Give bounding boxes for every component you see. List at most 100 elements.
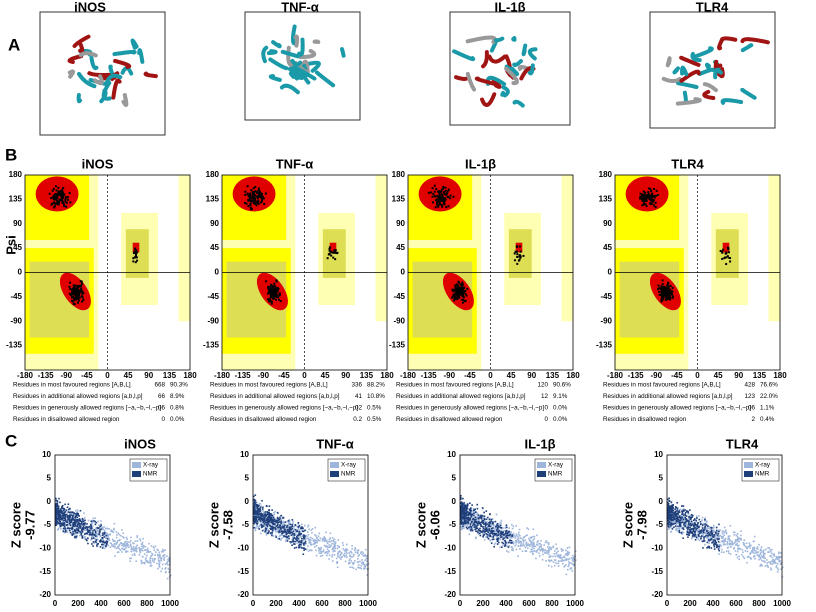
xray-point xyxy=(350,555,352,557)
xray-point xyxy=(770,551,772,553)
residue xyxy=(78,299,80,301)
xray-point xyxy=(346,552,348,554)
xray-point xyxy=(327,553,329,555)
nmr-point xyxy=(262,530,264,532)
nmr-point xyxy=(484,526,486,528)
x-tick-label: -45 xyxy=(464,371,476,380)
residue xyxy=(665,299,667,301)
y-axis-label: Z score xyxy=(206,502,221,548)
y-tick-label: -20 xyxy=(39,590,51,599)
nmr-point xyxy=(493,538,495,540)
residue xyxy=(516,253,518,255)
residue xyxy=(668,289,670,291)
xray-point xyxy=(357,558,359,560)
xray-point xyxy=(161,568,163,570)
nmr-point xyxy=(256,507,258,509)
xray-point xyxy=(97,521,99,523)
residue xyxy=(258,188,260,190)
residue xyxy=(640,197,642,199)
nmr-point xyxy=(478,521,480,523)
xray-point xyxy=(320,548,322,550)
nmr-point xyxy=(272,526,274,528)
xray-point xyxy=(358,564,360,566)
y-tick-label: -90 xyxy=(600,316,612,325)
x-tick-label: 800 xyxy=(140,599,154,608)
residue xyxy=(657,285,659,287)
xray-point xyxy=(572,555,574,557)
y-axis-label: Psi xyxy=(3,235,18,255)
xray-point xyxy=(467,525,469,527)
xray-point xyxy=(708,542,710,544)
stat-percent: 88.2% xyxy=(367,382,385,389)
xray-point xyxy=(266,533,268,535)
xray-point xyxy=(536,544,538,546)
xray-point xyxy=(91,536,93,538)
xray-point xyxy=(516,549,518,551)
stat-percent: 10.8% xyxy=(367,393,385,400)
xray-point xyxy=(273,512,275,514)
xray-point xyxy=(542,554,544,556)
nmr-point xyxy=(258,512,260,514)
xray-point xyxy=(753,550,755,552)
residue xyxy=(516,245,518,247)
y-tick-label: 10 xyxy=(240,450,249,459)
residue xyxy=(250,189,252,191)
nmr-point xyxy=(86,533,88,535)
xray-point xyxy=(472,526,474,528)
xray-point xyxy=(342,542,344,544)
xray-point xyxy=(753,548,755,550)
ribbon xyxy=(513,38,514,40)
xray-point xyxy=(296,542,298,544)
x-tick-label: -135 xyxy=(235,371,252,380)
nmr-point xyxy=(501,534,503,536)
nmr-point xyxy=(253,527,255,529)
plot-title: TNF-α xyxy=(316,436,354,451)
nmr-point xyxy=(465,521,467,523)
nmr-point xyxy=(60,508,62,510)
residue xyxy=(329,253,331,255)
nmr-point xyxy=(296,536,298,538)
xray-point xyxy=(141,549,143,551)
zscore-plot: TNF-α020040060080010001050-5-10-15-20Z s… xyxy=(206,436,377,608)
residue xyxy=(75,294,77,296)
xray-point xyxy=(554,565,556,567)
xray-point xyxy=(760,552,762,554)
nmr-point xyxy=(76,512,78,514)
nmr-point xyxy=(302,530,304,532)
xray-point xyxy=(337,555,339,557)
x-tick-label: 180 xyxy=(566,371,580,380)
nmr-point xyxy=(473,512,475,514)
nmr-point xyxy=(69,530,71,532)
xray-point xyxy=(259,526,261,528)
nmr-point xyxy=(76,519,78,521)
xray-point xyxy=(113,528,115,530)
residue xyxy=(71,296,73,298)
xray-point xyxy=(117,533,119,535)
stat-label: Residues in generously allowed regions [… xyxy=(210,405,358,412)
nmr-point xyxy=(273,517,275,519)
xray-point xyxy=(166,555,168,557)
nmr-point xyxy=(253,516,255,518)
xray-point xyxy=(333,539,335,541)
nmr-point xyxy=(470,511,472,513)
residue xyxy=(80,286,82,288)
ribbon xyxy=(685,93,686,102)
y-tick-label: -90 xyxy=(10,316,22,325)
xray-point xyxy=(489,540,491,542)
residue xyxy=(519,259,521,261)
nmr-point xyxy=(277,518,279,520)
stat-percent: 0.5% xyxy=(367,405,382,412)
xray-point xyxy=(518,534,520,536)
nmr-point xyxy=(470,525,472,527)
nmr-point xyxy=(482,515,484,517)
xray-point xyxy=(748,556,750,558)
nmr-point xyxy=(55,503,57,505)
nmr-point xyxy=(268,532,270,534)
xray-point xyxy=(551,560,553,562)
y-tick-label: 10 xyxy=(447,450,456,459)
residue xyxy=(447,196,449,198)
nmr-point xyxy=(289,528,291,530)
xray-point xyxy=(737,533,739,535)
nmr-point xyxy=(486,530,488,532)
xray-point xyxy=(521,542,523,544)
